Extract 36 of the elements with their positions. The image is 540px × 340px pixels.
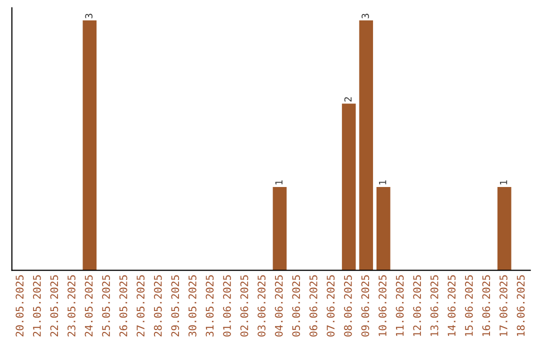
x-tick-label: 11.06.2025 — [396, 275, 404, 336]
x-tick-label: 25.05.2025 — [102, 275, 110, 336]
x-tick-label: 12.06.2025 — [413, 275, 422, 336]
data-label: 1 — [275, 180, 282, 184]
x-tick-label: 02.06.2025 — [240, 275, 248, 336]
x-tick-label: 04.06.2025 — [274, 275, 283, 336]
x-tick-label: 24.05.2025 — [84, 275, 93, 336]
data-label: 2 — [344, 97, 352, 102]
data-label: 1 — [379, 180, 386, 184]
x-tick-label: 15.06.2025 — [464, 275, 473, 336]
x-tick-label: 07.06.2025 — [326, 275, 335, 336]
x-tick-label: 20.05.2025 — [16, 275, 24, 336]
x-tick-label: 03.06.2025 — [258, 275, 266, 336]
x-tick-label: 09.06.2025 — [361, 275, 370, 336]
data-label: 3 — [85, 14, 92, 18]
x-tick-label: 31.05.2025 — [206, 275, 214, 336]
x-tick-label: 29.05.2025 — [171, 275, 180, 336]
x-tick-label: 27.05.2025 — [136, 275, 145, 336]
x-tick-label: 08.06.2025 — [344, 275, 352, 336]
x-tick-label: 18.06.2025 — [516, 275, 525, 336]
x-tick-label: 28.05.2025 — [154, 275, 162, 336]
x-tick-label: 06.06.2025 — [309, 275, 318, 336]
data-label: 1 — [500, 180, 508, 184]
x-tick-label: 30.05.2025 — [188, 275, 196, 336]
x-tick-label: 14.06.2025 — [448, 275, 456, 336]
x-tick-label: 21.05.2025 — [32, 275, 41, 336]
x-tick-label: 05.06.2025 — [292, 275, 300, 336]
x-tick-label: 16.06.2025 — [482, 275, 490, 336]
x-tick-label: 17.06.2025 — [500, 275, 508, 336]
data-label: 3 — [362, 14, 369, 18]
x-tick-label: 10.06.2025 — [378, 275, 386, 336]
x-tick-label: 23.05.2025 — [68, 275, 76, 336]
x-tick-label: 22.05.2025 — [50, 275, 58, 336]
x-tick-label: 13.06.2025 — [430, 275, 438, 336]
x-tick-label: 26.05.2025 — [119, 275, 128, 336]
x-tick-label: 01.06.2025 — [223, 275, 231, 336]
